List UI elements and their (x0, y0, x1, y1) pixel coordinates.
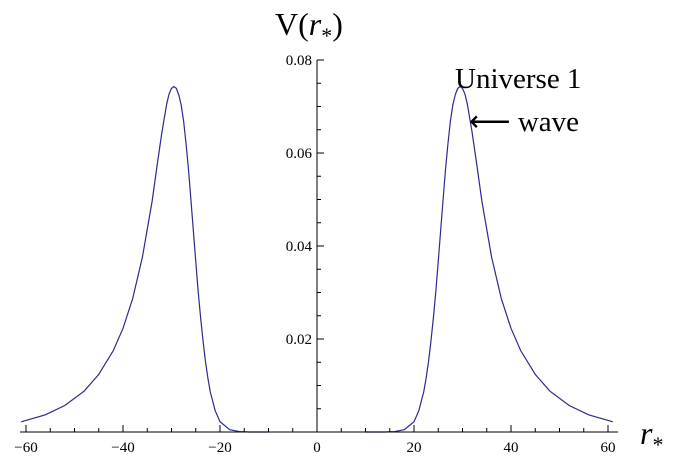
x-tick-label: −60 (14, 440, 37, 456)
series-layer (20, 85, 614, 433)
x-tick-label: −20 (208, 440, 231, 456)
x-axis-title: r* (640, 415, 663, 457)
series-line-1 (365, 85, 614, 433)
annotation-universe: Universe 1 (455, 63, 581, 95)
y-tick-label: 0.04 (286, 239, 313, 255)
y-axis-title: V(r*) (275, 6, 343, 48)
x-tick-label: 0 (313, 440, 321, 456)
x-tick-label: −40 (111, 440, 134, 456)
x-tick-label: 20 (407, 440, 422, 456)
y-tick-label: 0.06 (286, 146, 313, 162)
annotation-wave: ⟵ wave (469, 106, 579, 138)
x-tick-label: 40 (504, 440, 519, 456)
ticks-layer: −60 −40 −20 0 20 40 60 0.02 0.04 0.06 0.08 (14, 53, 615, 456)
y-tick-label: 0.02 (286, 332, 312, 348)
series-line-0 (20, 85, 269, 433)
x-tick-label: 60 (601, 440, 616, 456)
y-tick-label: 0.08 (286, 53, 312, 69)
